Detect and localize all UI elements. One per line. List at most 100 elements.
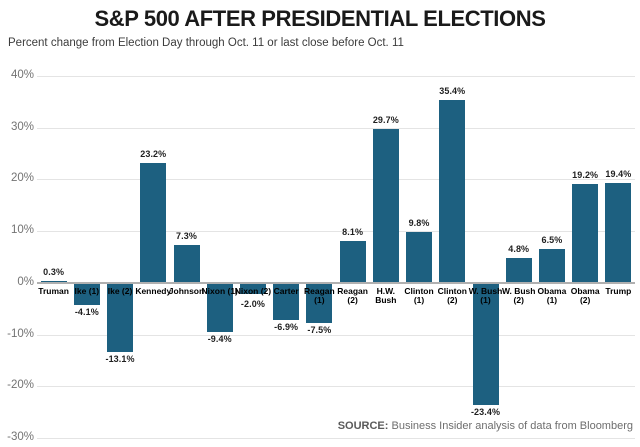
category-label-carter: Carter (254, 285, 318, 297)
y-tick-label-0: 0% (17, 275, 34, 288)
category-label-line: Carter (273, 285, 299, 296)
bar-ike-2 (107, 283, 134, 352)
category-label-line: Johnson (168, 285, 205, 296)
category-label-line: Nixon (2) (234, 285, 272, 296)
value-label-clinton-1: 9.8% (408, 218, 430, 229)
category-label-line: Trump (605, 285, 632, 296)
source-text: Business Insider analysis of data from B… (391, 420, 633, 432)
category-label-line: (2) (347, 295, 358, 306)
gridline--20 (37, 386, 635, 388)
value-label-clinton-2: 35.4% (439, 85, 466, 96)
category-label-line: Kennedy (135, 285, 172, 296)
y-tick-label-40: 40% (10, 69, 34, 81)
category-label-w-bush-1: W. Bush (1) (454, 285, 518, 306)
category-label-line: Reagan (304, 285, 335, 296)
y-tick-label--30: -30% (7, 431, 34, 443)
category-label-obama-2: Obama (2) (553, 285, 617, 306)
category-label-line: (1) (413, 295, 425, 306)
category-label-line: (2) (447, 295, 458, 306)
value-label-reagan-2: 8.1% (342, 226, 364, 237)
category-label-line: Clinton (437, 285, 467, 296)
category-label-line: Bush (375, 295, 397, 306)
value-label-carter: -6.9% (274, 321, 299, 332)
category-label-obama-1: Obama (1) (520, 285, 584, 306)
bar-nixon-2 (239, 283, 266, 295)
chart-subtitle: Percent change from Election Day through… (8, 37, 404, 49)
value-label-obama-2: 19.2% (572, 169, 599, 180)
category-label-line: (1) (480, 295, 491, 306)
category-label-truman: Truman (22, 285, 86, 297)
category-label-line: (1) (314, 295, 325, 306)
bar-h-w-bush (372, 129, 399, 283)
category-label-line: (1) (546, 295, 558, 306)
value-label-nixon-2: -2.0% (240, 298, 265, 309)
bar-kennedy (140, 162, 167, 283)
value-label-reagan-1: -7.5% (307, 324, 332, 335)
value-label-h-w-bush: 29.7% (372, 115, 399, 126)
category-label-clinton-1: Clinton (1) (387, 285, 451, 306)
bar-w-bush-2 (505, 258, 532, 283)
value-label-ike-2: -13.1% (105, 353, 135, 364)
category-label-line: W. Bush (468, 285, 503, 296)
value-label-w-bush-2: 4.8% (508, 244, 530, 255)
category-label-clinton-2: Clinton (2) (420, 285, 484, 306)
value-label-kennedy: 23.2% (140, 148, 167, 159)
bar-trump (605, 182, 632, 283)
gridline--10 (37, 334, 635, 336)
category-label-reagan-1: Reagan (1) (287, 285, 351, 306)
category-label-line: H.W. (376, 285, 396, 296)
bar-nixon-1 (206, 283, 233, 333)
category-label-nixon-2: Nixon (2) (221, 285, 285, 297)
value-label-obama-1: 6.5% (541, 235, 563, 246)
category-label-ike-1: Ike (1) (55, 285, 119, 297)
category-label-line: (2) (579, 295, 591, 306)
bar-carter (273, 283, 300, 320)
bar-w-bush-1 (472, 283, 499, 405)
category-label-w-bush-2: W. Bush (2) (487, 285, 551, 306)
category-label-line: Truman (38, 285, 69, 296)
gridline--30 (37, 438, 635, 439)
gridline-10 (37, 231, 635, 233)
category-label-h-w-bush: H.W. Bush (354, 285, 418, 306)
source-label: SOURCE: (337, 420, 389, 432)
category-label-johnson: Johnson (155, 285, 219, 297)
bar-reagan-2 (339, 240, 366, 283)
value-label-nixon-1: -9.4% (207, 334, 232, 345)
bar-obama-2 (572, 183, 599, 283)
y-tick-label-30: 30% (10, 120, 34, 133)
zero-axis-line (37, 281, 635, 284)
chart-title: S&P 500 AFTER PRESIDENTIAL ELECTIONS (94, 6, 546, 31)
bar-reagan-1 (306, 283, 333, 323)
bar-clinton-1 (406, 232, 433, 283)
source-note: SOURCE: Business Insider analysis of dat… (333, 420, 633, 432)
category-label-line: Clinton (404, 285, 434, 296)
category-label-trump: Trump (586, 285, 640, 297)
category-label-ike-2: Ike (2) (88, 285, 152, 297)
value-label-johnson: 7.3% (176, 231, 197, 242)
category-label-line: (2) (513, 295, 524, 306)
bar-clinton-2 (439, 99, 466, 283)
gridline-30 (37, 127, 635, 129)
gridline-20 (37, 179, 635, 181)
bar-obama-1 (538, 249, 565, 283)
y-tick-label-20: 20% (10, 172, 34, 185)
category-label-line: Obama (537, 285, 567, 296)
y-tick-label--10: -10% (7, 327, 34, 340)
category-label-line: Nixon (1) (201, 285, 238, 296)
y-tick-label-10: 10% (10, 224, 34, 237)
category-label-kennedy: Kennedy (121, 285, 185, 297)
category-label-line: Obama (570, 285, 600, 296)
value-label-truman: 0.3% (43, 266, 65, 277)
value-label-ike-1: -4.1% (74, 307, 99, 318)
bar-johnson (173, 245, 200, 283)
category-label-line: W. Bush (501, 285, 536, 296)
bar-ike-1 (73, 283, 100, 306)
value-label-w-bush-1: -23.4% (470, 406, 501, 417)
value-label-trump: 19.4% (605, 168, 632, 179)
category-label-line: Ike (1) (74, 285, 100, 296)
gridline-40 (37, 76, 635, 77)
category-label-line: Ike (2) (107, 285, 133, 296)
y-tick-label--20: -20% (7, 379, 34, 392)
